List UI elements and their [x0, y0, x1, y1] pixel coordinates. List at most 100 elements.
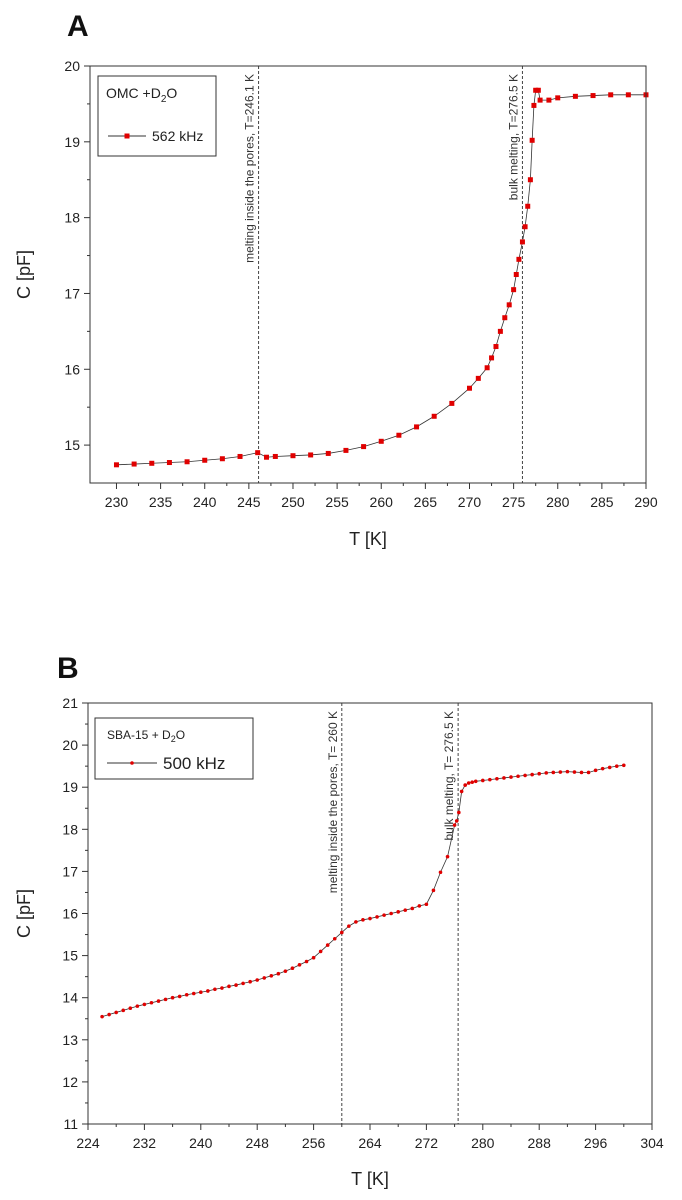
- data-point: [523, 773, 527, 778]
- data-point: [149, 1000, 154, 1005]
- panel-letter-a: A: [67, 10, 89, 43]
- data-point: [389, 911, 393, 916]
- data-point: [473, 779, 478, 784]
- data-point: [255, 978, 259, 982]
- data-point: [572, 93, 578, 99]
- data-point: [527, 177, 533, 183]
- data-point: [325, 943, 330, 947]
- y-tick-label: 14: [62, 990, 78, 1006]
- data-point: [318, 949, 323, 954]
- data-point: [375, 915, 379, 919]
- data-point: [481, 778, 485, 783]
- legend-title-sub: 2: [171, 734, 176, 744]
- x-ticks-a: 230 235 240 245 250 255 260 265 270 275 280 285 290: [105, 483, 658, 510]
- series-line: [101, 764, 624, 1018]
- data-point: [535, 87, 541, 93]
- data-point: [607, 765, 612, 770]
- annotation-label: bulk melting, T= 276.5 K: [442, 711, 456, 841]
- x-axis-label-a: T [K]: [349, 529, 387, 549]
- data-point: [502, 315, 508, 321]
- data-point: [493, 344, 499, 350]
- data-point: [488, 777, 492, 782]
- y-tick-label: 15: [62, 948, 78, 964]
- data-point: [522, 224, 528, 230]
- legend-title-sub: 2: [161, 94, 167, 105]
- x-tick-label: 224: [76, 1135, 100, 1151]
- data-point: [340, 930, 344, 935]
- legend-title-tail: O: [166, 85, 177, 101]
- annotation-lines-a: melting inside the pores, T=246.1 K bulk …: [243, 66, 523, 483]
- x-tick-label: 255: [325, 494, 349, 510]
- data-point: [516, 256, 522, 262]
- data-point: [325, 450, 331, 456]
- data-point: [354, 920, 358, 924]
- data-point: [470, 780, 475, 784]
- data-point: [332, 936, 337, 941]
- y-ticks-a: 15 16 17 18 19 20: [64, 58, 90, 453]
- data-point: [614, 764, 619, 768]
- data-point: [311, 955, 316, 960]
- data-point: [466, 781, 471, 785]
- data-point: [544, 771, 549, 775]
- data-point: [414, 424, 420, 430]
- y-tick-label: 16: [62, 906, 78, 922]
- y-tick-label: 17: [64, 285, 80, 301]
- legend-marker: [130, 761, 134, 765]
- data-point: [495, 776, 499, 781]
- legend-marker: [124, 133, 130, 139]
- data-point: [457, 810, 461, 815]
- data-point: [290, 453, 296, 459]
- y-tick-label: 15: [64, 437, 80, 453]
- data-point: [593, 768, 598, 773]
- data-point: [100, 1014, 104, 1019]
- data-point: [622, 763, 626, 768]
- data-point: [396, 432, 402, 438]
- y-tick-label: 16: [64, 361, 80, 377]
- data-point: [497, 328, 503, 334]
- data-point: [347, 924, 351, 928]
- data-point: [424, 902, 429, 907]
- x-ticks-b: 224 232 240 248 256 264 272 280 288 296 304: [76, 1124, 664, 1151]
- data-point: [454, 819, 459, 823]
- data-point: [529, 137, 535, 143]
- y-tick-label: 19: [62, 779, 78, 795]
- data-point: [361, 444, 367, 450]
- data-point: [519, 239, 525, 245]
- y-tick-label: 19: [64, 134, 80, 150]
- x-tick-label: 232: [133, 1135, 157, 1151]
- data-point: [184, 459, 190, 465]
- data-point: [410, 906, 415, 911]
- plot-frame-a: [89, 65, 647, 484]
- data-point: [509, 775, 513, 779]
- data-point: [565, 769, 570, 774]
- y-tick-label: 17: [62, 863, 78, 879]
- data-point: [308, 452, 314, 458]
- data-point: [484, 365, 490, 371]
- data-point: [546, 97, 552, 103]
- data-point: [170, 995, 175, 1000]
- legend-a: OMC +D2O 562 kHz: [97, 75, 217, 157]
- data-point: [533, 87, 539, 93]
- data-point: [511, 287, 517, 293]
- x-tick-label: 304: [640, 1135, 664, 1151]
- data-point: [537, 771, 541, 776]
- data-point: [234, 983, 238, 987]
- data-point: [431, 888, 436, 893]
- y-tick-label: 20: [62, 737, 78, 753]
- data-point: [555, 95, 561, 101]
- x-tick-label: 250: [281, 494, 305, 510]
- data-point: [475, 375, 481, 381]
- legend-title: SBA-15 + D2O: [107, 728, 185, 744]
- data-point: [382, 913, 386, 917]
- data-point: [220, 986, 224, 990]
- data-point: [248, 979, 252, 984]
- data-point: [531, 102, 537, 108]
- data-point: [608, 92, 614, 98]
- data-point: [590, 93, 596, 99]
- data-point: [156, 999, 161, 1003]
- x-axis-label-b: T [K]: [351, 1169, 389, 1189]
- data-point: [290, 966, 295, 971]
- x-tick-label: 296: [584, 1135, 608, 1151]
- data-point: [579, 770, 584, 775]
- x-tick-label: 275: [502, 494, 526, 510]
